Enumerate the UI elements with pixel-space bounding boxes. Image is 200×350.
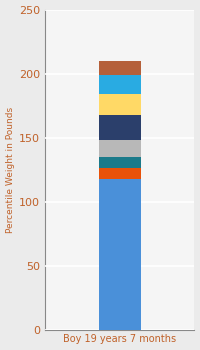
Bar — [99, 114, 141, 140]
Bar — [99, 168, 141, 178]
Bar — [99, 75, 141, 94]
Bar — [99, 157, 141, 168]
Bar — [99, 61, 141, 75]
Bar — [99, 178, 141, 330]
Bar — [99, 140, 141, 157]
Bar — [99, 94, 141, 114]
Y-axis label: Percentile Weight in Pounds: Percentile Weight in Pounds — [6, 106, 15, 233]
